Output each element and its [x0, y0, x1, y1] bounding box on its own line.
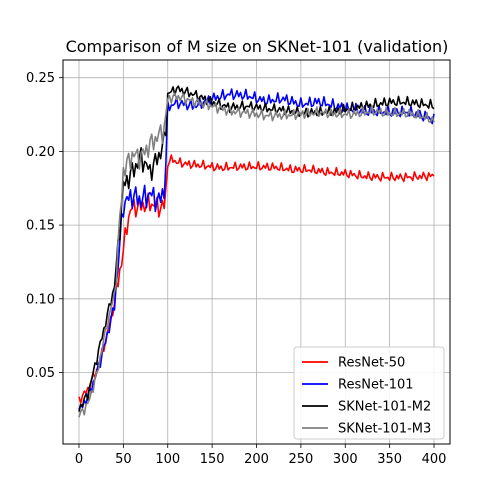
- series-group: [78, 85, 435, 418]
- series-line-sknet-101-m3: [78, 92, 435, 418]
- y-tick-label: 0.15: [26, 219, 55, 234]
- x-tick-label: 200: [244, 452, 269, 467]
- series-line-resnet-101: [78, 88, 435, 410]
- y-tick-label: 0.25: [26, 71, 55, 86]
- legend: ResNet-50 ResNet-101 SKNet-101-M2 SKNet-101…: [293, 346, 445, 440]
- chart-title: Comparison of M size on SKNet-101 (valid…: [66, 37, 449, 56]
- legend-box: [293, 346, 445, 440]
- x-tick-label: 400: [422, 452, 447, 467]
- x-tick-label: 100: [155, 452, 180, 467]
- legend-label: SKNet-101-M2: [338, 400, 431, 415]
- y-tick-label: 0.20: [26, 145, 55, 160]
- x-tick-label: 300: [333, 452, 358, 467]
- x-tick-label: 50: [115, 452, 132, 467]
- legend-label: SKNet-101-M3: [338, 422, 431, 437]
- x-tick-label: 250: [288, 452, 313, 467]
- axis-ticks: 0 50 100 150 200 250 300 350 400 0.05 0.10 0.15 0.20…: [26, 71, 446, 467]
- y-tick-label: 0.05: [26, 366, 55, 381]
- legend-label: ResNet-50: [338, 356, 405, 371]
- x-tick-label: 150: [200, 452, 225, 467]
- x-tick-label: 0: [75, 452, 83, 467]
- legend-label: ResNet-101: [338, 378, 414, 393]
- x-tick-label: 350: [377, 452, 402, 467]
- y-tick-label: 0.10: [26, 292, 55, 307]
